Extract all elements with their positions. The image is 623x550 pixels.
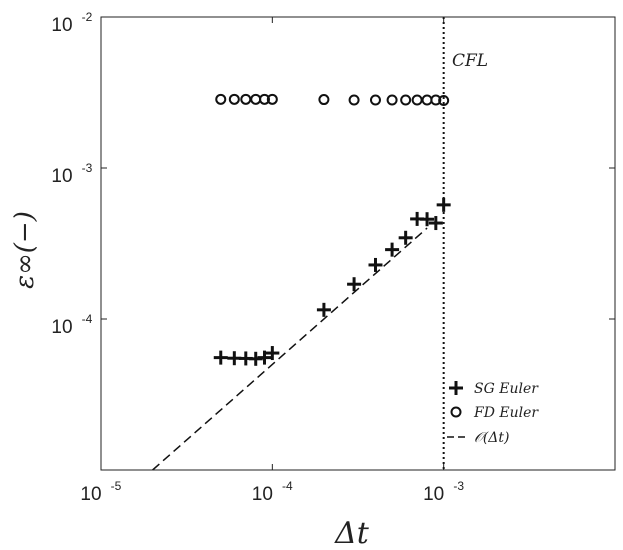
sg-euler-point bbox=[436, 197, 451, 212]
x-tick-label-exponent: -4 bbox=[282, 479, 293, 493]
x-tick-label: 10 bbox=[252, 484, 273, 505]
fd-euler-point bbox=[369, 94, 381, 106]
fd-euler-point bbox=[438, 94, 450, 106]
fd-euler-point bbox=[348, 94, 360, 106]
fd-euler-point bbox=[228, 93, 240, 105]
sg-euler-point bbox=[428, 216, 443, 231]
plot-frame bbox=[100, 16, 616, 471]
y-axis-label: ε∞(−) bbox=[10, 211, 40, 289]
fd-euler-point bbox=[258, 93, 270, 105]
legend: SG Euler FD Euler 𝒪(Δt) bbox=[447, 381, 539, 446]
x-axis-label: Δt bbox=[334, 516, 370, 550]
sg-euler-point bbox=[265, 346, 280, 361]
x-tick-label: 10 bbox=[80, 484, 101, 505]
order-reference-line bbox=[152, 227, 428, 471]
y-tick-label-exponent: -4 bbox=[82, 312, 93, 326]
y-tick-label-exponent: -3 bbox=[82, 161, 93, 175]
sg-euler-point bbox=[347, 277, 362, 292]
y-axis-ticks: 10 -4 10 -3 10 -2 bbox=[51, 10, 615, 338]
sg-euler-point bbox=[257, 350, 272, 365]
legend-label-sg-euler: SG Euler bbox=[474, 381, 539, 397]
sg-euler-point bbox=[368, 257, 383, 272]
sg-euler-point bbox=[385, 242, 400, 257]
fd-euler-point bbox=[266, 93, 278, 105]
fd-euler-point bbox=[411, 94, 423, 106]
fd-euler-point bbox=[250, 93, 262, 105]
x-tick-label-exponent: -3 bbox=[453, 479, 464, 493]
y-tick-label: 10 bbox=[51, 15, 72, 36]
x-tick-label-exponent: -5 bbox=[111, 479, 122, 493]
sg-euler-point bbox=[213, 350, 228, 365]
annotation-cfl: CFL bbox=[452, 51, 488, 71]
legend-marker-plus bbox=[449, 381, 463, 395]
x-tick-label: 10 bbox=[423, 484, 444, 505]
x-axis-ticks: 10 -5 10 -4 10 -3 bbox=[80, 17, 464, 505]
y-tick-label: 10 bbox=[51, 317, 72, 338]
legend-marker-circle bbox=[450, 406, 462, 418]
legend-label-order: 𝒪(Δt) bbox=[474, 430, 509, 446]
fd-euler-point bbox=[386, 94, 398, 106]
fd-euler-point bbox=[318, 94, 330, 106]
plot-area bbox=[152, 17, 451, 471]
fd-euler-point bbox=[240, 93, 252, 105]
fd-euler-point bbox=[400, 94, 412, 106]
y-tick-label: 10 bbox=[51, 166, 72, 187]
legend-label-fd-euler: FD Euler bbox=[473, 405, 539, 421]
fd-euler-point bbox=[215, 93, 227, 105]
sg-euler-point bbox=[316, 302, 331, 317]
sg-euler-point bbox=[398, 230, 413, 245]
sg-euler-point bbox=[420, 212, 435, 227]
y-tick-label-exponent: -2 bbox=[82, 10, 93, 24]
fd-euler-point bbox=[421, 94, 433, 106]
fd-euler-point bbox=[430, 94, 442, 106]
